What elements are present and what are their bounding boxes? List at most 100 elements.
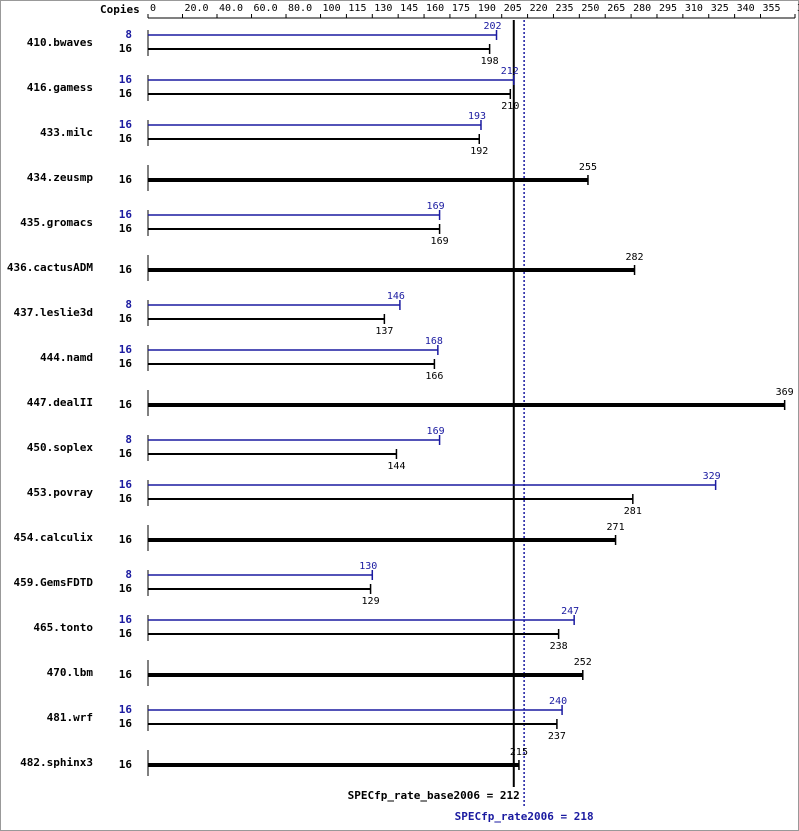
copies-label: 16 — [119, 717, 133, 730]
reference-label: SPECfp_rate_base2006 = 212 — [348, 789, 520, 802]
copies-label: 16 — [119, 42, 133, 55]
copies-label: 8 — [125, 568, 132, 581]
copies-label: 16 — [119, 118, 133, 131]
value-label: 130 — [359, 561, 377, 572]
benchmark-label: 453.povray — [27, 486, 94, 499]
value-label: 282 — [626, 252, 644, 263]
copies-label: 16 — [119, 492, 133, 505]
x-tick-label: 235 — [555, 3, 573, 14]
value-label: 193 — [468, 111, 486, 122]
value-label: 212 — [501, 66, 519, 77]
value-label: 169 — [427, 201, 445, 212]
x-tick-label: 145 — [400, 3, 418, 14]
benchmark-label: 470.lbm — [47, 666, 94, 679]
x-tick-label: 20.0 — [185, 3, 209, 14]
x-tick-label: 220 — [530, 3, 548, 14]
copies-label: 16 — [119, 87, 133, 100]
copies-label: 16 — [119, 703, 133, 716]
benchmark-label: 410.bwaves — [27, 36, 93, 49]
value-label: 129 — [362, 596, 380, 607]
x-tick-label: 325 — [711, 3, 729, 14]
value-label: 369 — [776, 387, 794, 398]
x-tick-label: 0 — [150, 3, 156, 14]
benchmark-label: 481.wrf — [47, 711, 93, 724]
value-label: 238 — [550, 641, 568, 652]
copies-label: 16 — [119, 173, 133, 186]
x-tick-label: 280 — [633, 3, 651, 14]
copies-label: 16 — [119, 312, 133, 325]
value-label: 237 — [548, 731, 566, 742]
benchmark-label: 450.soplex — [27, 441, 94, 454]
copies-label: 16 — [119, 478, 133, 491]
value-label: 255 — [579, 162, 597, 173]
x-tick-label: 80.0 — [288, 3, 312, 14]
copies-label: 16 — [119, 263, 133, 276]
benchmark-label: 435.gromacs — [20, 216, 93, 229]
copies-label: 16 — [119, 627, 133, 640]
value-label: 198 — [481, 56, 499, 67]
copies-label: 16 — [119, 222, 133, 235]
copies-label: 16 — [119, 73, 133, 86]
copies-label: 8 — [125, 433, 132, 446]
x-tick-label: 160 — [426, 3, 444, 14]
copies-label: 16 — [119, 447, 133, 460]
x-tick-label: 40.0 — [219, 3, 243, 14]
copies-label: 16 — [119, 758, 133, 771]
x-tick-label: 205 — [504, 3, 522, 14]
copies-label: 16 — [119, 208, 133, 221]
copies-label: 16 — [119, 343, 133, 356]
benchmark-label: 416.gamess — [27, 81, 93, 94]
x-tick-label: 190 — [478, 3, 496, 14]
value-label: 169 — [427, 426, 445, 437]
value-label: 146 — [387, 291, 405, 302]
x-tick-label: 375 — [797, 3, 799, 14]
benchmark-label: 447.dealII — [27, 396, 93, 409]
value-label: 166 — [425, 371, 443, 382]
benchmark-label: 454.calculix — [14, 531, 94, 544]
x-tick-label: 100 — [323, 3, 341, 14]
benchmark-label: 482.sphinx3 — [20, 756, 93, 769]
benchmark-label: 459.GemsFDTD — [14, 576, 94, 589]
value-label: 210 — [501, 101, 519, 112]
copies-label: 16 — [119, 668, 133, 681]
copies-label: 8 — [125, 298, 132, 311]
copies-label: 16 — [119, 613, 133, 626]
benchmark-label: 437.leslie3d — [14, 306, 93, 319]
value-label: 168 — [425, 336, 443, 347]
reference-label: SPECfp_rate2006 = 218 — [455, 810, 594, 823]
x-tick-label: 340 — [737, 3, 755, 14]
value-label: 281 — [624, 506, 642, 517]
benchmark-label: 434.zeusmp — [27, 171, 94, 184]
copies-label: 16 — [119, 398, 133, 411]
x-tick-label: 310 — [685, 3, 703, 14]
value-label: 252 — [574, 657, 592, 668]
copies-header: Copies — [100, 3, 140, 16]
x-tick-label: 295 — [659, 3, 677, 14]
copies-label: 16 — [119, 132, 133, 145]
copies-label: 16 — [119, 357, 133, 370]
value-label: 169 — [431, 236, 449, 247]
x-tick-label: 130 — [374, 3, 392, 14]
x-tick-label: 355 — [762, 3, 780, 14]
copies-label: 16 — [119, 533, 133, 546]
value-label: 202 — [483, 21, 501, 32]
benchmark-label: 465.tonto — [33, 621, 93, 634]
benchmark-label: 433.milc — [40, 126, 93, 139]
x-tick-label: 175 — [452, 3, 470, 14]
value-label: 215 — [510, 747, 528, 758]
x-tick-label: 115 — [348, 3, 366, 14]
value-label: 271 — [607, 522, 625, 533]
copies-label: 8 — [125, 28, 132, 41]
benchmark-label: 444.namd — [40, 351, 93, 364]
value-label: 137 — [375, 326, 393, 337]
x-tick-label: 60.0 — [254, 3, 278, 14]
value-label: 240 — [549, 696, 567, 707]
copies-label: 16 — [119, 582, 133, 595]
value-label: 144 — [387, 461, 405, 472]
value-label: 192 — [470, 146, 488, 157]
x-tick-label: 250 — [581, 3, 599, 14]
x-tick-label: 265 — [607, 3, 625, 14]
benchmark-label: 436.cactusADM — [7, 261, 93, 274]
